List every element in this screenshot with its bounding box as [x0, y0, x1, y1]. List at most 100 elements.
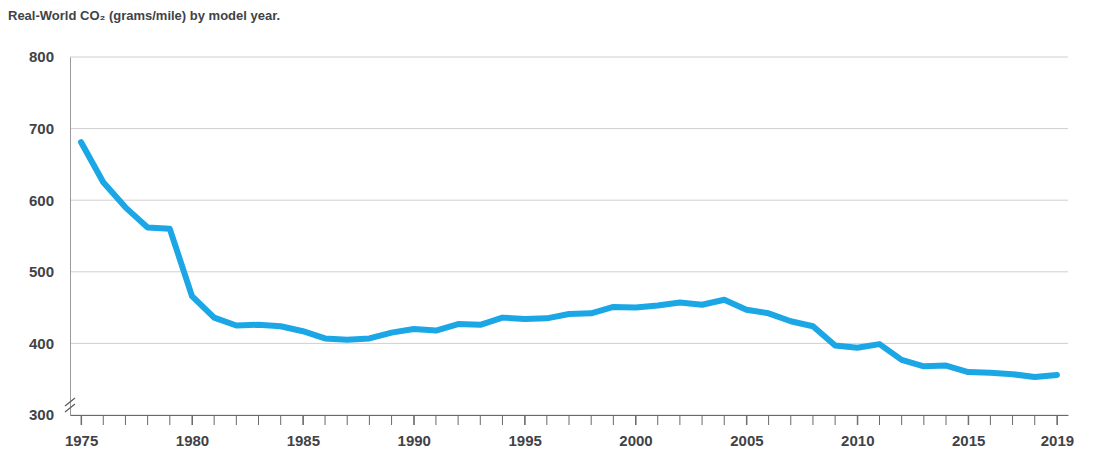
grid-line [70, 57, 1068, 58]
minor-tick [458, 415, 459, 425]
minor-tick [103, 415, 104, 425]
minor-tick [879, 415, 880, 425]
minor-tick [81, 415, 82, 425]
minor-tick [702, 415, 703, 425]
x-tick-label: 1995 [508, 432, 541, 449]
x-tick-mark [636, 415, 637, 425]
axis-break [65, 398, 75, 412]
y-axis-line [70, 58, 71, 416]
x-tick-mark [525, 415, 526, 425]
y-tick-label: 700 [29, 120, 54, 137]
x-tick-mark [857, 415, 858, 425]
y-tick: 300 [29, 406, 70, 423]
x-tick-label: 1975 [65, 432, 98, 449]
minor-tick [923, 415, 924, 425]
minor-tick [569, 415, 570, 425]
minor-tick [1012, 415, 1013, 425]
x-tick-label: 1990 [398, 432, 431, 449]
grid-line [70, 343, 1068, 344]
minor-tick [679, 415, 680, 425]
x-tick-mark [192, 415, 193, 425]
minor-tick [258, 415, 259, 425]
minor-tick [280, 415, 281, 425]
x-tick-label: 2019 [1041, 432, 1074, 449]
line-series [81, 142, 1057, 377]
minor-tick [325, 415, 326, 425]
minor-tick [835, 415, 836, 425]
grid-line [70, 128, 1068, 129]
minor-tick [946, 415, 947, 425]
x-tick: 2000 [619, 415, 652, 449]
y-tick-label: 500 [29, 263, 54, 280]
x-tick: 2015 [952, 415, 985, 449]
y-tick-label: 300 [29, 406, 54, 423]
x-tick-mark [746, 415, 747, 425]
y-tick-label: 800 [29, 48, 54, 65]
minor-tick [635, 415, 636, 425]
minor-tick [901, 415, 902, 425]
minor-tick [302, 415, 303, 425]
minor-tick [591, 415, 592, 425]
y-tick: 400 [29, 335, 70, 352]
y-tick: 600 [29, 192, 70, 209]
minor-tick [768, 415, 769, 425]
y-tick-label: 600 [29, 192, 54, 209]
x-tick: 2005 [730, 415, 763, 449]
x-tick-label: 1980 [176, 432, 209, 449]
grid [70, 57, 1068, 415]
x-tick-mark [303, 415, 304, 425]
minor-tick [480, 415, 481, 425]
grid-line [70, 271, 1068, 272]
minor-tick [214, 415, 215, 425]
minor-tick [125, 415, 126, 425]
x-tick: 1995 [508, 415, 541, 449]
x-tick: 1990 [398, 415, 431, 449]
minor-tick [391, 415, 392, 425]
minor-tick [724, 415, 725, 425]
x-tick-label: 2015 [952, 432, 985, 449]
minor-tick [1056, 415, 1057, 425]
grid-line [70, 200, 1068, 201]
x-tick-mark [81, 415, 82, 425]
minor-tick [147, 415, 148, 425]
x-tick-label: 1985 [287, 432, 320, 449]
x-tick: 1985 [287, 415, 320, 449]
minor-tick [524, 415, 525, 425]
y-axis: 300 400 500 600 700 800 [29, 48, 71, 423]
minor-tick [413, 415, 414, 425]
x-tick: 2010 [841, 415, 874, 449]
minor-tick [1034, 415, 1035, 425]
y-tick: 700 [29, 120, 70, 137]
x-tick: 1980 [176, 415, 209, 449]
x-tick: 1975 [65, 415, 98, 449]
x-axis: 1975 1980 1985 1990 1995 2000 2005 2010 2015 2019 [65, 415, 1074, 449]
minor-tick [369, 415, 370, 425]
minor-tick [435, 415, 436, 425]
minor-tick [236, 415, 237, 425]
minor-tick [191, 415, 192, 425]
y-tick-label: 400 [29, 335, 54, 352]
minor-tick [502, 415, 503, 425]
x-tick-label: 2010 [841, 432, 874, 449]
plot-area [81, 142, 1057, 377]
x-tick-mark [414, 415, 415, 425]
x-tick-mark [1057, 415, 1058, 425]
y-tick: 800 [29, 48, 70, 65]
minor-ticks [81, 415, 1057, 425]
minor-tick [347, 415, 348, 425]
minor-tick [746, 415, 747, 425]
title: Real-World CO₂ (grams/mile) by model yea… [8, 8, 280, 23]
minor-tick [857, 415, 858, 425]
minor-tick [968, 415, 969, 425]
x-tick-label: 2005 [730, 432, 763, 449]
x-tick-mark [968, 415, 969, 425]
minor-tick [169, 415, 170, 425]
minor-tick [990, 415, 991, 425]
minor-tick [657, 415, 658, 425]
chart: Real-World CO₂ (grams/mile) by model yea… [0, 0, 1100, 471]
x-tick-label: 2000 [619, 432, 652, 449]
minor-tick [546, 415, 547, 425]
minor-tick [790, 415, 791, 425]
minor-tick [613, 415, 614, 425]
x-tick: 2019 [1041, 415, 1074, 449]
